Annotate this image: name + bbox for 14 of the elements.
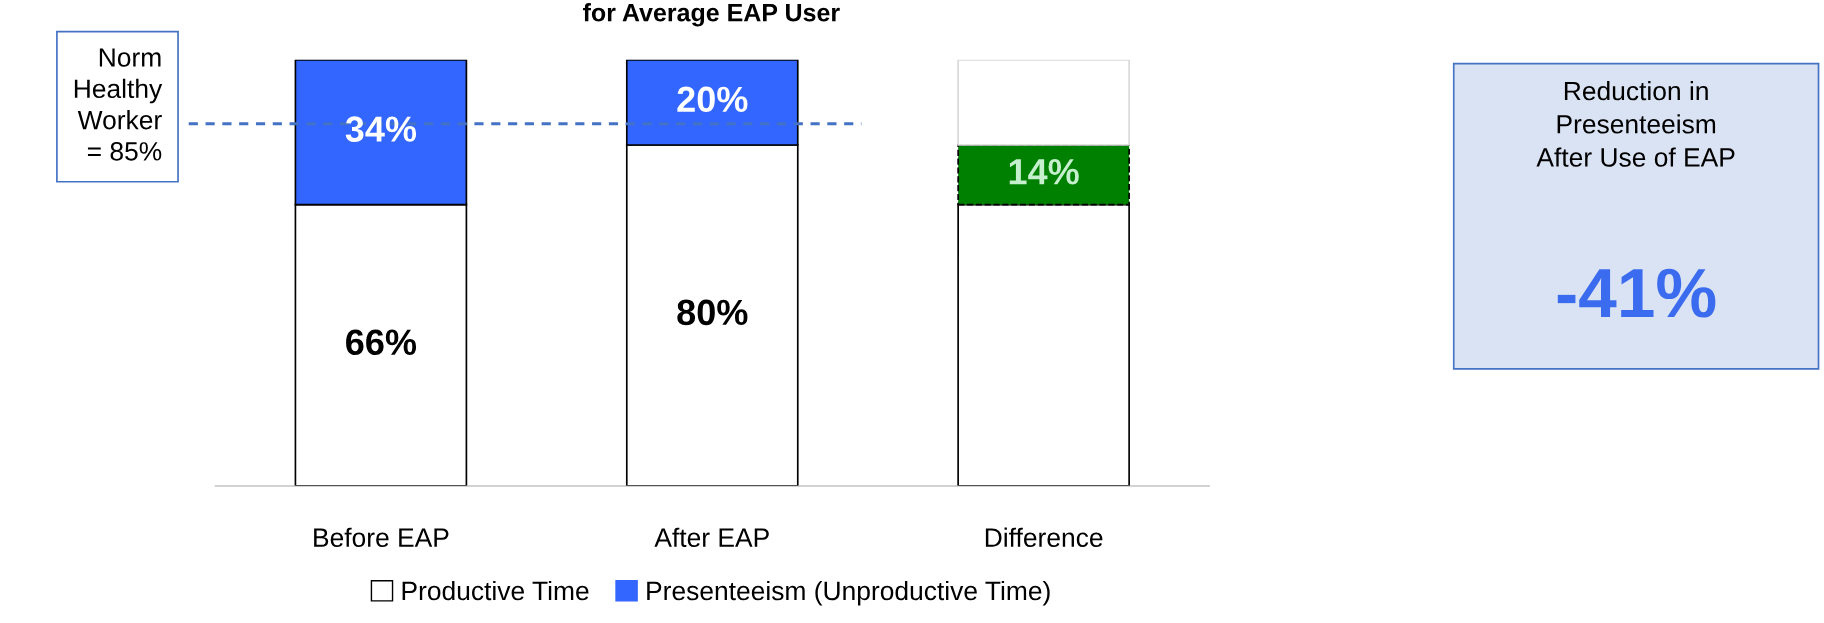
x-tick-label: After EAP — [654, 527, 769, 547]
text: -41% — [1557, 268, 1716, 318]
chart-title: for Average EAP User — [583, 3, 840, 27]
text: Reduction in Presenteeism After Use of EAP — [1536, 80, 1735, 167]
legend-label: Productive Time — [402, 580, 589, 601]
x-tick-label: Before EAP — [314, 527, 449, 547]
data-label: 34% — [345, 116, 417, 142]
data-label: 80% — [677, 299, 748, 326]
data-label: 14% — [1009, 159, 1079, 185]
legend-label: Presenteeism (Unproductive Time) — [647, 580, 1050, 606]
x-tick-label: Difference — [985, 527, 1103, 547]
data-label: 20% — [677, 86, 748, 113]
ref-line-label: Norm Healthy Worker = 85% — [74, 48, 163, 161]
data-label: 66% — [346, 329, 417, 356]
